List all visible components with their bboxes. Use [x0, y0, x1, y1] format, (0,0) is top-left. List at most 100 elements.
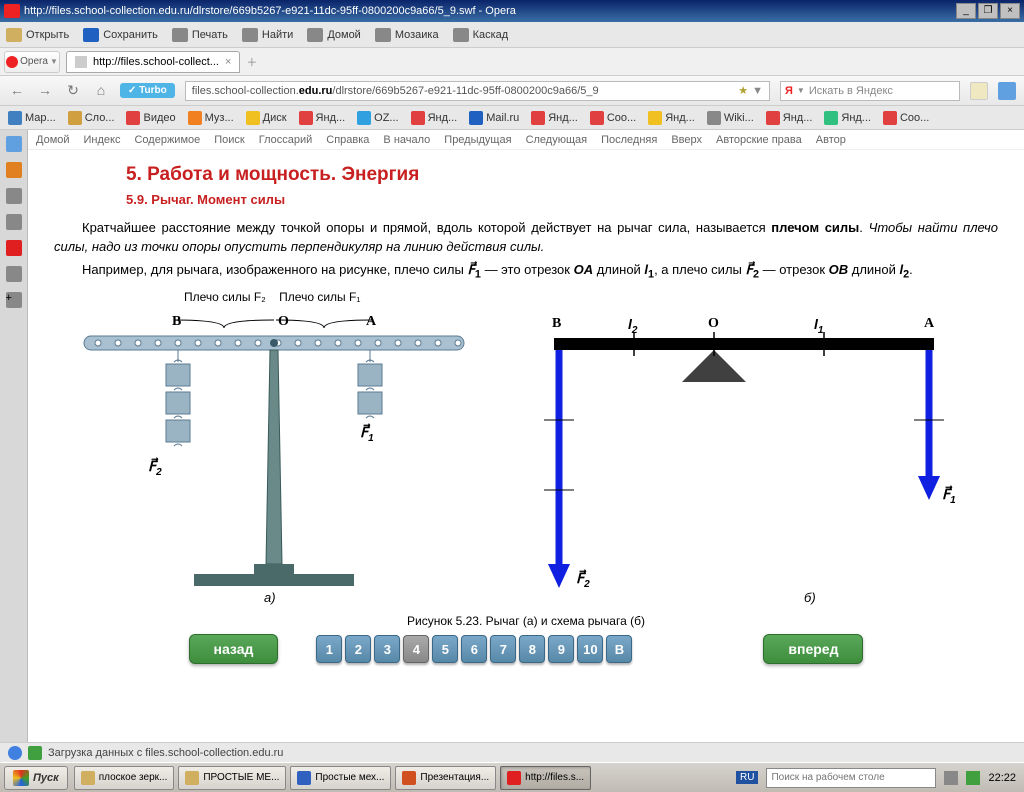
- subnav-link[interactable]: Вверх: [671, 134, 702, 146]
- panel-add-icon[interactable]: +: [6, 292, 22, 308]
- new-tab-button[interactable]: ＋: [246, 54, 257, 70]
- bookmark-item[interactable]: Coo...: [883, 111, 929, 125]
- opera-menu-button[interactable]: Opera▼: [4, 51, 60, 73]
- subnav-link[interactable]: Справка: [326, 134, 369, 146]
- windows-icon: [13, 770, 29, 786]
- address-row: ← → ↻ ⌂ ✓ Turbo files.school-collection.…: [0, 76, 1024, 106]
- minimize-button[interactable]: _: [956, 3, 976, 19]
- language-indicator[interactable]: RU: [736, 771, 758, 784]
- taskbar-item[interactable]: ПРОСТЫЕ МЕ...: [178, 766, 286, 790]
- bookmark-item[interactable]: Сло...: [68, 111, 115, 125]
- panel-star-icon[interactable]: [6, 188, 22, 204]
- page-number-button[interactable]: 1: [316, 635, 342, 663]
- restore-button[interactable]: ❐: [978, 3, 998, 19]
- left-panel: +: [0, 130, 28, 742]
- subnav-link[interactable]: Последняя: [601, 134, 657, 146]
- page-heading-2: 5.9. Рычаг. Момент силы: [126, 192, 998, 207]
- page-number-button[interactable]: В: [606, 635, 632, 663]
- bookmark-item[interactable]: Янд...: [766, 111, 813, 125]
- subnav-link[interactable]: Содержимое: [134, 134, 200, 146]
- bookmark-item[interactable]: Мар...: [8, 111, 56, 125]
- cascade-button[interactable]: Каскад: [453, 28, 509, 42]
- page-nav-buttons: назад 12345678910В вперед: [54, 634, 998, 664]
- subnav-link[interactable]: Глоссарий: [259, 134, 313, 146]
- panel-note-icon[interactable]: [6, 214, 22, 230]
- sync-button[interactable]: [998, 82, 1016, 100]
- tab-close-icon[interactable]: ×: [225, 56, 231, 68]
- back-nav-button[interactable]: ←: [8, 82, 26, 100]
- close-button[interactable]: ×: [1000, 3, 1020, 19]
- subnav-link[interactable]: Предыдущая: [444, 134, 511, 146]
- page-number-button[interactable]: 7: [490, 635, 516, 663]
- bookmark-item[interactable]: Mail.ru: [469, 111, 519, 125]
- panel-widgets-icon[interactable]: [6, 162, 22, 178]
- subnav-link[interactable]: В начало: [383, 134, 430, 146]
- bookmark-item[interactable]: OZ...: [357, 111, 398, 125]
- opera-toolbar: Открыть Сохранить Печать Найти Домой Моз…: [0, 22, 1024, 48]
- reload-button[interactable]: ↻: [64, 82, 82, 100]
- page-subnav: Домой Индекс Содержимое Поиск Глоссарий Справ…: [28, 130, 1024, 150]
- status-icon: [28, 746, 42, 760]
- page-number-button[interactable]: 2: [345, 635, 371, 663]
- figure-caption: Рисунок 5.23. Рычаг (а) и схема рычага (…: [54, 614, 998, 628]
- bookmark-item[interactable]: Янд...: [411, 111, 458, 125]
- page-number-button[interactable]: 3: [374, 635, 400, 663]
- subnav-link[interactable]: Автор: [816, 134, 846, 146]
- tab-page[interactable]: http://files.school-collect... ×: [66, 51, 240, 73]
- panel-history-icon[interactable]: [6, 266, 22, 282]
- taskbar-item[interactable]: Презентация...: [395, 766, 496, 790]
- page-number-button[interactable]: 4: [403, 635, 429, 663]
- search-bar[interactable]: Я▼ Искать в Яндекс: [780, 81, 960, 101]
- paragraph-1: Кратчайшее расстояние между точкой опоры…: [54, 219, 998, 257]
- window-titlebar: http://files.school-collection.edu.ru/dl…: [0, 0, 1024, 22]
- page-number-button[interactable]: 5: [432, 635, 458, 663]
- open-button[interactable]: Открыть: [6, 28, 69, 42]
- save-button[interactable]: Сохранить: [83, 28, 158, 42]
- subnav-link[interactable]: Следующая: [526, 134, 588, 146]
- find-button[interactable]: Найти: [242, 28, 293, 42]
- address-bar[interactable]: files.school-collection.edu.ru/dlrstore/…: [185, 81, 770, 101]
- print-button[interactable]: Печать: [172, 28, 228, 42]
- taskbar-item[interactable]: http://files.s...: [500, 766, 591, 790]
- bookmark-item[interactable]: Видео: [126, 111, 175, 125]
- subnav-link[interactable]: Поиск: [214, 134, 244, 146]
- taskbar-item[interactable]: Простые мех...: [290, 766, 391, 790]
- home-button[interactable]: Домой: [307, 28, 361, 42]
- bookmark-item[interactable]: Янд...: [824, 111, 871, 125]
- subnav-link[interactable]: Домой: [36, 134, 70, 146]
- desktop-search-input[interactable]: [766, 768, 936, 788]
- bookmarks-row: Мар... Сло... Видео Муз... Диск Янд... OZ... Ян…: [0, 106, 1024, 130]
- paragraph-arm-labels: Плечо силы F₂ Плечо силы F₁: [184, 289, 998, 306]
- page-number-button[interactable]: 8: [519, 635, 545, 663]
- bookmark-item[interactable]: Wiki...: [707, 111, 754, 125]
- panel-ya-icon[interactable]: [6, 240, 22, 256]
- page-number-button[interactable]: 10: [577, 635, 603, 663]
- start-button[interactable]: Пуск: [4, 766, 68, 790]
- page-number-button[interactable]: 9: [548, 635, 574, 663]
- page-icon: [75, 56, 87, 68]
- lever-apparatus-svg: [54, 312, 494, 612]
- subnav-link[interactable]: Авторские права: [716, 134, 802, 146]
- mosaic-button[interactable]: Мозаика: [375, 28, 439, 42]
- notes-button[interactable]: [970, 82, 988, 100]
- bookmark-item[interactable]: Янд...: [648, 111, 695, 125]
- forward-nav-button[interactable]: →: [36, 82, 54, 100]
- tray-icon[interactable]: [966, 771, 980, 785]
- turbo-badge[interactable]: ✓ Turbo: [120, 83, 175, 98]
- home-nav-button[interactable]: ⌂: [92, 82, 110, 100]
- panel-bookmarks-icon[interactable]: [6, 136, 22, 152]
- tray-icon[interactable]: [944, 771, 958, 785]
- bookmark-item[interactable]: Янд...: [531, 111, 578, 125]
- clock[interactable]: 22:22: [988, 772, 1016, 784]
- nav-back-button[interactable]: назад: [189, 634, 279, 664]
- nav-forward-button[interactable]: вперед: [763, 634, 863, 664]
- subnav-link[interactable]: Индекс: [84, 134, 121, 146]
- bookmark-item[interactable]: Диск: [246, 111, 287, 125]
- bookmark-item[interactable]: Янд...: [299, 111, 346, 125]
- page-number-button[interactable]: 6: [461, 635, 487, 663]
- taskbar-item[interactable]: плоское зерк...: [74, 766, 175, 790]
- bookmark-item[interactable]: Муз...: [188, 111, 234, 125]
- bookmark-item[interactable]: Coo...: [590, 111, 636, 125]
- figure-row: B O A F⃗1 F⃗2 а): [54, 312, 998, 612]
- figure-a: B O A F⃗1 F⃗2 а): [54, 312, 494, 612]
